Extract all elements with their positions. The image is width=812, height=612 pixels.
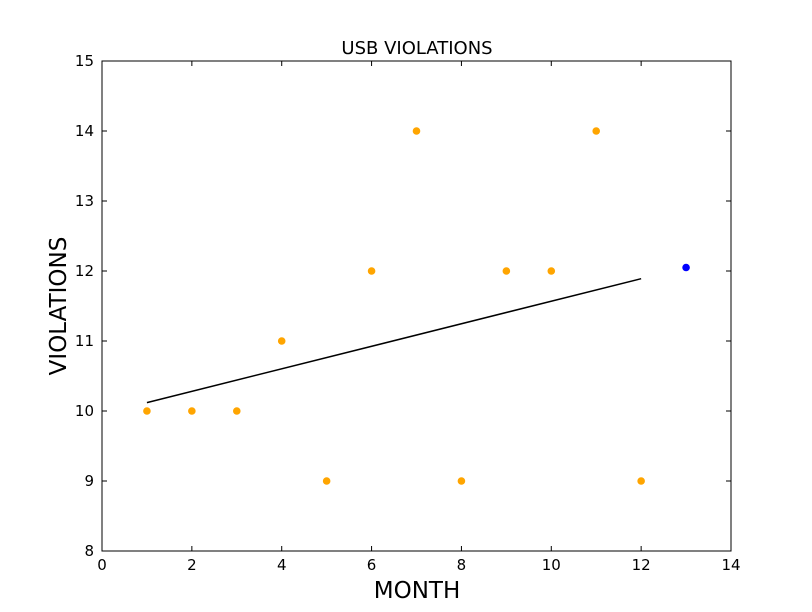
y-tick-label: 9 [84,472,94,490]
data-point [412,127,421,135]
chart-marks [143,127,690,485]
data-point [592,127,601,135]
x-tick-label: 6 [367,556,377,574]
data-point [277,337,286,345]
x-axis-label: MONTH [374,578,461,604]
y-tick-label: 15 [75,52,94,70]
plot-frame [101,60,732,552]
data-point [188,407,196,415]
data-point [547,267,556,275]
data-point [502,267,511,275]
x-tick-label: 12 [632,556,651,574]
forecast-point [682,263,690,272]
y-tick-label: 8 [84,542,94,560]
data-point [143,407,151,415]
y-tick-label: 13 [75,192,94,210]
x-tick-label: 4 [277,556,287,574]
y-tick-label: 14 [75,122,94,140]
data-point [637,477,645,485]
trend-line [146,277,642,404]
x-tick-label: 14 [721,556,740,574]
y-tick-label: 11 [75,332,94,350]
x-tick-label: 10 [542,556,561,574]
x-tick-label: 8 [457,556,467,574]
data-point [367,267,376,275]
chart-title: USB VIOLATIONS [341,38,492,59]
x-tick-label: 0 [97,556,107,574]
data-point [457,477,466,485]
y-tick-label: 12 [75,262,94,280]
x-tick-label: 2 [187,556,197,574]
data-point [322,477,331,485]
y-axis-label: VIOLATIONS [46,237,72,376]
axis-ticks: 0 2 4 6 8 10 12 14 8 9 10 11 12 13 14 15 [75,52,741,574]
data-point [232,407,241,415]
y-tick-label: 10 [75,402,94,420]
